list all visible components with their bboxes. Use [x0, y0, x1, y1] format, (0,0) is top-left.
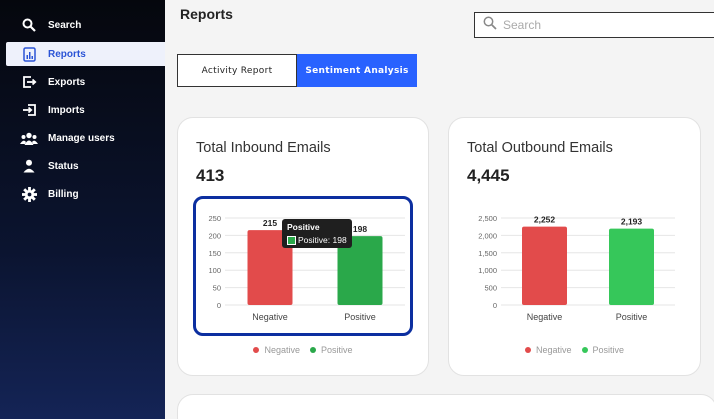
tooltip-title: Positive [287, 222, 320, 232]
y-tick-label: 150 [208, 249, 221, 258]
tooltip-value: Positive: 198 [298, 235, 347, 245]
sidebar-item-label: Reports [48, 48, 86, 60]
y-tick-label: 200 [208, 231, 221, 240]
y-tick-label: 2,000 [478, 231, 497, 240]
y-tick-label: 250 [208, 214, 221, 223]
search-box [474, 12, 714, 38]
card-value: 413 [196, 166, 225, 185]
user-icon [20, 157, 38, 175]
tab-activity-report[interactable]: Activity Report [177, 54, 297, 87]
sidebar-item-label: Billing [48, 188, 79, 200]
card-title: Total Inbound Emails [196, 140, 331, 156]
bar-negative[interactable] [522, 226, 567, 305]
sidebar-item-label: Exports [48, 76, 86, 88]
outbound-emails-card: Total Outbound Emails 4,445 0 500 1,000 1,5… [448, 117, 701, 376]
y-tick-label: 1,500 [478, 249, 497, 258]
sidebar-item-status[interactable]: Status [6, 154, 165, 178]
bar-positive[interactable] [337, 236, 383, 305]
sidebar: Search Reports Exports Imports Manage us… [0, 0, 165, 419]
legend-label: Negative [535, 345, 572, 355]
report-icon [20, 45, 38, 63]
main-content: Reports Activity Report Sentiment Analys… [165, 0, 714, 419]
legend-label: Positive [321, 345, 353, 355]
users-icon [20, 129, 38, 147]
sidebar-item-label: Status [48, 160, 79, 172]
card-value: 4,445 [467, 166, 510, 185]
y-tick-label: 100 [208, 266, 221, 275]
chart-focus-frame [193, 196, 413, 336]
bar-negative[interactable] [247, 230, 293, 305]
legend-item-negative[interactable]: Negative [524, 345, 572, 355]
additional-report-card [177, 394, 714, 419]
chart-legend: Negative Positive [178, 345, 428, 355]
legend-dot [253, 347, 260, 353]
data-label: 2,193 [621, 217, 643, 227]
sidebar-item-label: Search [48, 19, 82, 31]
inbound-bar-chart[interactable]: 0 50 100 150 200 250 215 Negative 198 Positive [178, 118, 430, 377]
sidebar-item-search[interactable]: Search [6, 13, 165, 37]
data-label: 215 [263, 218, 277, 228]
legend-item-positive[interactable]: Positive [310, 345, 353, 355]
y-tick-label: 2,500 [478, 214, 497, 223]
report-tabs: Activity Report Sentiment Analysis [177, 54, 417, 87]
y-tick-label: 1,000 [478, 266, 497, 275]
x-tick-label: Positive [616, 312, 648, 322]
search-icon [20, 16, 38, 34]
legend-label: Positive [592, 345, 625, 355]
search-icon [483, 16, 497, 35]
x-tick-label: Negative [252, 312, 288, 322]
legend-dot [524, 347, 531, 353]
sidebar-item-label: Imports [48, 104, 85, 116]
data-label: 198 [353, 224, 367, 234]
card-title: Total Outbound Emails [467, 140, 613, 156]
inbound-emails-card: Total Inbound Emails 413 0 50 100 150 200 250… [177, 117, 429, 376]
gear-icon [20, 185, 38, 203]
chart-legend: Negative Positive [449, 345, 700, 355]
sidebar-item-label: Manage users [48, 132, 115, 144]
sidebar-item-billing[interactable]: Billing [6, 182, 165, 206]
bar-positive[interactable] [609, 228, 654, 305]
legend-label: Negative [264, 345, 300, 355]
sidebar-item-manage-users[interactable]: Manage users [6, 126, 165, 150]
y-tick-label: 0 [217, 301, 221, 310]
import-icon [20, 101, 38, 119]
sidebar-item-exports[interactable]: Exports [6, 70, 165, 94]
page-title: Reports [180, 6, 233, 22]
outbound-bar-chart[interactable]: 0 500 1,000 1,500 2,000 2,500 2,252 Negative 2,1… [449, 118, 702, 377]
tooltip-row: Positive: 198 [287, 235, 347, 245]
y-tick-label: 500 [484, 284, 497, 293]
legend-dot [581, 347, 588, 353]
search-input[interactable] [503, 18, 703, 32]
x-tick-label: Negative [527, 312, 563, 322]
chart-tooltip: Positive Positive: 198 [282, 219, 352, 248]
data-label: 2,252 [534, 215, 556, 225]
x-tick-label: Positive [344, 312, 376, 322]
legend-dot [310, 347, 316, 353]
sidebar-item-imports[interactable]: Imports [6, 98, 165, 122]
sidebar-item-reports[interactable]: Reports [6, 42, 165, 66]
legend-item-positive[interactable]: Positive [581, 345, 625, 355]
tab-sentiment-analysis[interactable]: Sentiment Analysis [297, 54, 417, 87]
export-icon [20, 73, 38, 91]
legend-item-negative[interactable]: Negative [253, 345, 300, 355]
y-tick-label: 50 [213, 284, 221, 293]
tooltip-swatch [287, 235, 296, 245]
y-tick-label: 0 [493, 301, 497, 310]
